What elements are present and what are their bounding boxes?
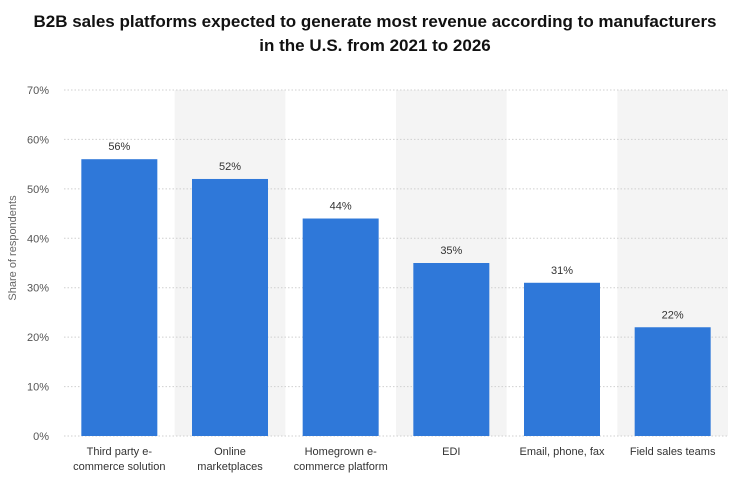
bar: [302, 218, 379, 436]
y-tick-label: 30%: [27, 283, 49, 295]
category-label: marketplaces: [197, 461, 263, 473]
y-axis-ticks: 0% 10% 20% 30% 40% 50% 60% 70%: [27, 85, 49, 443]
category-label: Field sales teams: [630, 446, 716, 458]
bar: [524, 282, 600, 436]
category-label: commerce platform: [294, 461, 388, 473]
bars: [81, 159, 711, 436]
x-axis-labels: Third party e-commerce solution Online mar…: [73, 446, 716, 473]
value-label: 44%: [330, 201, 352, 213]
y-tick-label: 40%: [27, 233, 49, 245]
y-axis-label: Share of respondents: [7, 195, 19, 301]
category-label: Homegrown e-: [305, 446, 377, 458]
y-tick-label: 20%: [27, 332, 49, 344]
category-label: commerce solution: [73, 461, 165, 473]
category-label: Email, phone, fax: [520, 446, 605, 458]
value-label: 31%: [551, 265, 573, 277]
bar: [81, 159, 158, 436]
bar: [192, 178, 268, 436]
y-tick-label: 70%: [27, 85, 49, 97]
category-label: EDI: [442, 446, 460, 458]
y-tick-label: 10%: [27, 382, 49, 394]
y-tick-label: 60%: [27, 134, 49, 146]
y-tick-label: 0%: [33, 431, 49, 443]
chart-title-line-2: in the U.S. from 2021 to 2026: [259, 36, 491, 55]
value-label: 35%: [440, 245, 462, 257]
gridlines: [64, 89, 728, 437]
value-labels: 56% 52% 44% 35% 31% 22%: [108, 141, 684, 321]
value-label: 22%: [662, 309, 684, 321]
chart-title-line-1: B2B sales platforms expected to generate…: [33, 12, 717, 31]
bar: [634, 327, 711, 436]
value-label: 52%: [219, 161, 241, 173]
chart-title: B2B sales platforms expected to generate…: [0, 10, 750, 58]
bar: [413, 263, 490, 436]
value-label: 56%: [108, 141, 130, 153]
y-tick-label: 50%: [27, 184, 49, 196]
category-label: Online: [214, 446, 246, 458]
category-label: Third party e-: [87, 446, 153, 458]
